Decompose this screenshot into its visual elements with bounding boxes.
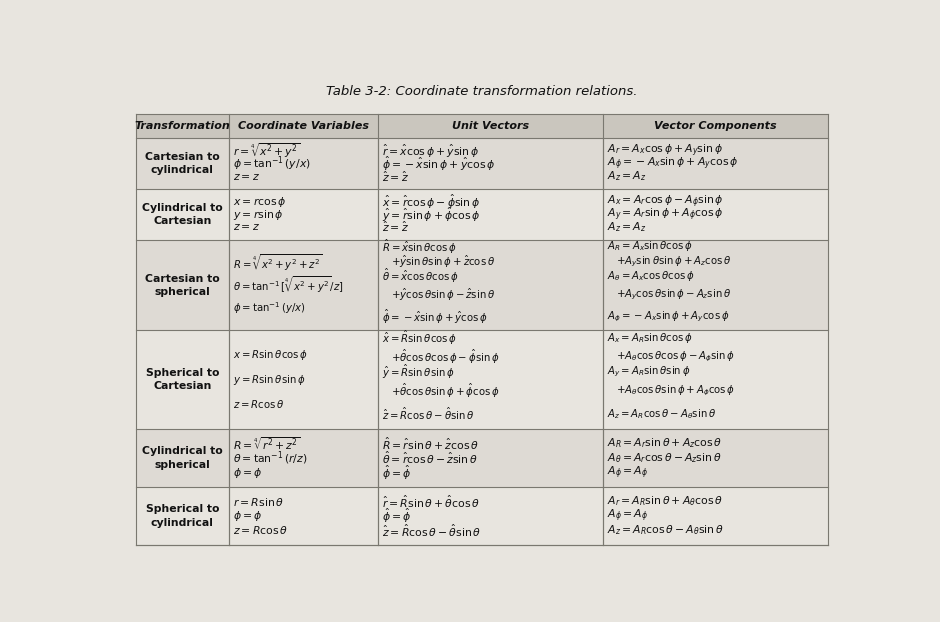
Bar — [135, 487, 828, 545]
Text: $R = \sqrt[4]{x^2 + y^2 + z^2}$: $R = \sqrt[4]{x^2 + y^2 + z^2}$ — [233, 253, 322, 272]
Text: $\hat{\phi} = \hat{\phi}$: $\hat{\phi} = \hat{\phi}$ — [382, 507, 411, 525]
Text: $A_r = A_x\cos\phi + A_y\sin\phi$: $A_r = A_x\cos\phi + A_y\sin\phi$ — [606, 143, 723, 159]
Text: $+ A_y\cos\theta\sin\phi - A_z\sin\theta$: $+ A_y\cos\theta\sin\phi - A_z\sin\theta… — [616, 288, 731, 302]
Text: $\hat{z} = \hat{R}\cos\theta - \hat{\theta}\sin\theta$: $\hat{z} = \hat{R}\cos\theta - \hat{\the… — [382, 522, 480, 539]
Text: $\hat{\phi} = -\hat{x}\sin\phi + \hat{y}\cos\phi$: $\hat{\phi} = -\hat{x}\sin\phi + \hat{y}… — [382, 307, 488, 326]
Text: $r = \sqrt[4]{x^2 + y^2}$: $r = \sqrt[4]{x^2 + y^2}$ — [233, 142, 300, 160]
Text: $x = R\sin\theta\cos\phi$: $x = R\sin\theta\cos\phi$ — [233, 348, 308, 362]
Text: $\hat{z} = \hat{R}\cos\theta - \hat{\theta}\sin\theta$: $\hat{z} = \hat{R}\cos\theta - \hat{\the… — [382, 406, 474, 422]
Text: $A_\phi = -A_x\sin\phi + A_y\cos\phi$: $A_\phi = -A_x\sin\phi + A_y\cos\phi$ — [606, 309, 729, 324]
Bar — [135, 330, 828, 429]
Text: $z = z$: $z = z$ — [233, 172, 259, 182]
Text: $+ A_\theta\cos\theta\sin\phi + A_\phi\cos\phi$: $+ A_\theta\cos\theta\sin\phi + A_\phi\c… — [616, 383, 735, 398]
Text: $A_\phi = -A_x\sin\phi + A_y\cos\phi$: $A_\phi = -A_x\sin\phi + A_y\cos\phi$ — [606, 156, 738, 172]
Text: Unit Vectors: Unit Vectors — [452, 121, 529, 131]
Text: $A_\theta = A_r\cos\theta - A_z\sin\theta$: $A_\theta = A_r\cos\theta - A_z\sin\thet… — [606, 451, 721, 465]
Text: $A_R = A_r\sin\theta + A_z\cos\theta$: $A_R = A_r\sin\theta + A_z\cos\theta$ — [606, 437, 722, 450]
Text: $A_z = A_R\cos\theta - A_\theta\sin\theta$: $A_z = A_R\cos\theta - A_\theta\sin\thet… — [606, 524, 724, 537]
Text: $z = R\cos\theta$: $z = R\cos\theta$ — [233, 399, 284, 411]
Text: $\hat{y} = \hat{r}\sin\phi + \hat{\phi}\cos\phi$: $\hat{y} = \hat{r}\sin\phi + \hat{\phi}\… — [382, 205, 480, 224]
Text: $z = z$: $z = z$ — [233, 222, 259, 232]
Text: $+ \hat{y}\sin\theta\sin\phi + \hat{z}\cos\theta$: $+ \hat{y}\sin\theta\sin\phi + \hat{z}\c… — [391, 254, 495, 270]
Text: $+ A_y\sin\theta\sin\phi + A_z\cos\theta$: $+ A_y\sin\theta\sin\phi + A_z\cos\theta… — [616, 254, 731, 269]
Bar — [135, 240, 828, 330]
Text: $x = r\cos\phi$: $x = r\cos\phi$ — [233, 195, 286, 209]
Text: Cylindrical to
spherical: Cylindrical to spherical — [142, 447, 223, 470]
Text: $\hat{r} = \hat{R}\sin\theta + \hat{\theta}\cos\theta$: $\hat{r} = \hat{R}\sin\theta + \hat{\the… — [382, 493, 479, 509]
Text: $A_x = A_R\sin\theta\cos\phi$: $A_x = A_R\sin\theta\cos\phi$ — [606, 332, 693, 345]
Text: Transformation: Transformation — [134, 121, 230, 131]
Text: $\hat{y} = \hat{R}\sin\theta\sin\phi$: $\hat{y} = \hat{R}\sin\theta\sin\phi$ — [382, 363, 454, 381]
Text: $\theta = \tan^{-1}(r/z)$: $\theta = \tan^{-1}(r/z)$ — [233, 449, 307, 467]
Text: $\phi = \tan^{-1}(y/x)$: $\phi = \tan^{-1}(y/x)$ — [233, 154, 310, 173]
Text: $\hat{z} = \hat{z}$: $\hat{z} = \hat{z}$ — [382, 220, 409, 234]
Text: $A_\phi = A_\phi$: $A_\phi = A_\phi$ — [606, 465, 648, 481]
Text: $A_z = A_R\cos\theta - A_\theta\sin\theta$: $A_z = A_R\cos\theta - A_\theta\sin\thet… — [606, 407, 715, 420]
Text: $A_\phi = A_\phi$: $A_\phi = A_\phi$ — [606, 508, 648, 524]
Text: $\hat{r} = \hat{x}\cos\phi + \hat{y}\sin\phi$: $\hat{r} = \hat{x}\cos\phi + \hat{y}\sin… — [382, 142, 479, 160]
Text: $R = \sqrt[4]{r^2 + z^2}$: $R = \sqrt[4]{r^2 + z^2}$ — [233, 435, 300, 452]
Text: $\hat{\phi} = \hat{\phi}$: $\hat{\phi} = \hat{\phi}$ — [382, 463, 411, 481]
Text: $\hat{\theta} = \hat{x}\cos\theta\cos\phi$: $\hat{\theta} = \hat{x}\cos\theta\cos\ph… — [382, 267, 458, 285]
Text: $\hat{R} = \hat{x}\sin\theta\cos\phi$: $\hat{R} = \hat{x}\sin\theta\cos\phi$ — [382, 238, 457, 256]
Text: $r = R\sin\theta$: $r = R\sin\theta$ — [233, 496, 284, 508]
Text: $\hat{z} = \hat{z}$: $\hat{z} = \hat{z}$ — [382, 169, 409, 183]
Text: $+ \hat{y}\cos\theta\sin\phi - \hat{z}\sin\theta$: $+ \hat{y}\cos\theta\sin\phi - \hat{z}\s… — [391, 287, 495, 303]
Text: $\hat{\phi} = -\hat{x}\sin\phi + \hat{y}\cos\phi$: $\hat{\phi} = -\hat{x}\sin\phi + \hat{y}… — [382, 155, 495, 173]
Bar — [135, 189, 828, 240]
Text: $+ A_\theta\cos\theta\cos\phi - A_\phi\sin\phi$: $+ A_\theta\cos\theta\cos\phi - A_\phi\s… — [616, 350, 735, 364]
Text: $\hat{R} = \hat{r}\sin\theta + \hat{z}\cos\theta$: $\hat{R} = \hat{r}\sin\theta + \hat{z}\c… — [382, 435, 478, 452]
Text: $A_\theta = A_x\cos\theta\cos\phi$: $A_\theta = A_x\cos\theta\cos\phi$ — [606, 269, 695, 283]
Text: $A_z = A_z$: $A_z = A_z$ — [606, 170, 646, 183]
Text: $+\hat{\theta}\cos\theta\sin\phi + \hat{\phi}\cos\phi$: $+\hat{\theta}\cos\theta\sin\phi + \hat{… — [391, 381, 499, 400]
Text: Vector Components: Vector Components — [654, 121, 776, 131]
Text: Table 3-2: Coordinate transformation relations.: Table 3-2: Coordinate transformation rel… — [326, 85, 637, 98]
Text: $\phi = \tan^{-1}(y/x)$: $\phi = \tan^{-1}(y/x)$ — [233, 300, 306, 316]
Text: $+\hat{\theta}\cos\theta\cos\phi - \hat{\phi}\sin\phi$: $+\hat{\theta}\cos\theta\cos\phi - \hat{… — [391, 348, 499, 366]
Text: $A_y = A_R\sin\theta\sin\phi$: $A_y = A_R\sin\theta\sin\phi$ — [606, 365, 690, 379]
Text: $A_x = A_r\cos\phi - A_\phi\sin\phi$: $A_x = A_r\cos\phi - A_\phi\sin\phi$ — [606, 193, 723, 210]
Text: Spherical to
Cartesian: Spherical to Cartesian — [146, 368, 219, 391]
Bar — [135, 139, 828, 189]
Text: $\hat{\theta} = \hat{r}\cos\theta - \hat{z}\sin\theta$: $\hat{\theta} = \hat{r}\cos\theta - \hat… — [382, 450, 478, 466]
Text: Spherical to
cylindrical: Spherical to cylindrical — [146, 504, 219, 527]
Text: $y = r\sin\phi$: $y = r\sin\phi$ — [233, 208, 284, 221]
Text: $y = R\sin\theta\sin\phi$: $y = R\sin\theta\sin\phi$ — [233, 373, 306, 387]
Text: $\hat{x} = \hat{R}\sin\theta\cos\phi$: $\hat{x} = \hat{R}\sin\theta\cos\phi$ — [382, 329, 457, 347]
Text: Cylindrical to
Cartesian: Cylindrical to Cartesian — [142, 203, 223, 226]
Text: $\phi = \phi$: $\phi = \phi$ — [233, 509, 262, 523]
Text: $A_R = A_x\sin\theta\cos\phi$: $A_R = A_x\sin\theta\cos\phi$ — [606, 239, 693, 253]
Text: $A_z = A_z$: $A_z = A_z$ — [606, 220, 646, 234]
Text: Coordinate Variables: Coordinate Variables — [238, 121, 369, 131]
Text: $\theta = \tan^{-1}[\sqrt[4]{x^2+y^2}/z]$: $\theta = \tan^{-1}[\sqrt[4]{x^2+y^2}/z]… — [233, 275, 343, 295]
Bar — [135, 114, 828, 139]
Text: Cartesian to
cylindrical: Cartesian to cylindrical — [145, 152, 220, 175]
Text: $z = R\cos\theta$: $z = R\cos\theta$ — [233, 524, 288, 536]
Text: $A_r = A_R\sin\theta + A_\theta\cos\theta$: $A_r = A_R\sin\theta + A_\theta\cos\thet… — [606, 494, 723, 508]
Text: Cartesian to
spherical: Cartesian to spherical — [145, 274, 220, 297]
Bar — [135, 429, 828, 487]
Text: $\phi = \phi$: $\phi = \phi$ — [233, 465, 262, 480]
Text: $\hat{x} = \hat{r}\cos\phi - \hat{\phi}\sin\phi$: $\hat{x} = \hat{r}\cos\phi - \hat{\phi}\… — [382, 193, 480, 211]
Text: $A_y = A_r\sin\phi + A_\phi\cos\phi$: $A_y = A_r\sin\phi + A_\phi\cos\phi$ — [606, 207, 723, 223]
